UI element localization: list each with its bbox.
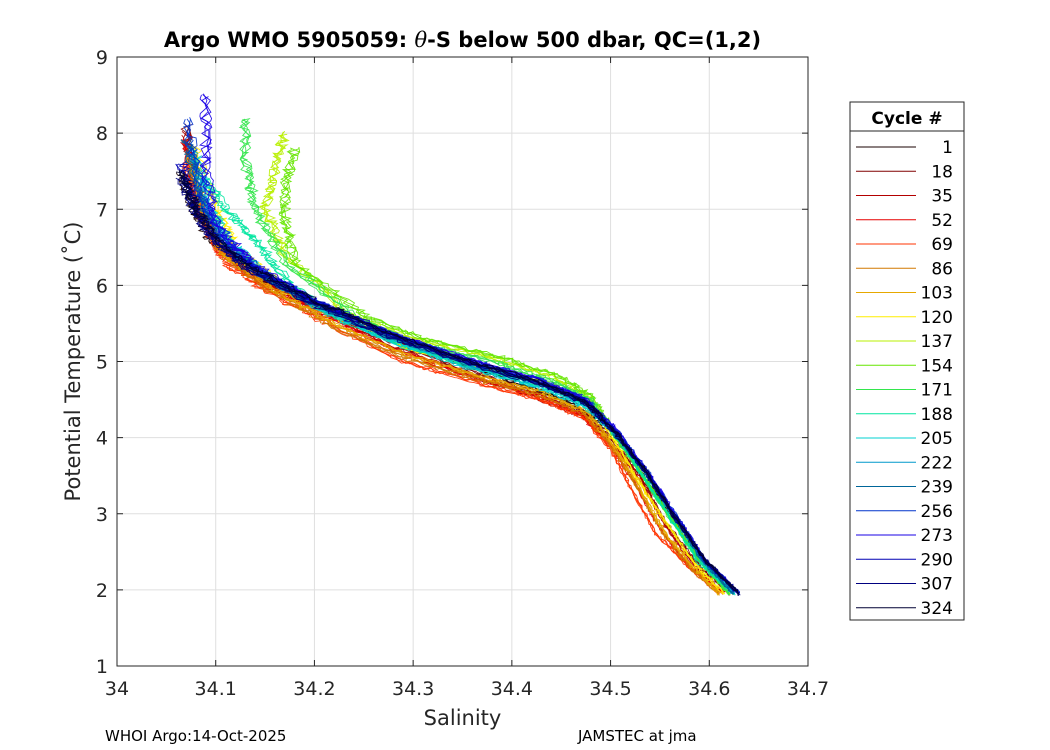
legend-label-188: 188 bbox=[921, 405, 953, 425]
legend-label-18: 18 bbox=[931, 162, 953, 182]
legend-label-256: 256 bbox=[921, 502, 953, 522]
chart-title-part: θ bbox=[414, 28, 427, 52]
series-group bbox=[175, 93, 741, 596]
x-tick-label: 34 bbox=[105, 678, 129, 700]
x-tick-label: 34.2 bbox=[293, 678, 335, 700]
legend-label-103: 103 bbox=[921, 284, 953, 304]
y-tick-label: 2 bbox=[96, 580, 108, 602]
legend-title: Cycle # bbox=[871, 109, 942, 129]
series-line-cycle-171 bbox=[239, 118, 729, 594]
x-tick-label: 34.1 bbox=[195, 678, 237, 700]
series-line-cycle-69 bbox=[182, 161, 721, 595]
series-line-cycle-103 bbox=[185, 156, 720, 595]
legend-box bbox=[849, 101, 965, 621]
y-tick-label: 5 bbox=[96, 352, 108, 374]
chart-title-part: -S below 500 dbar, QC=(1,2) bbox=[427, 28, 761, 52]
chart-title-part: Argo WMO 5905059: bbox=[164, 28, 415, 52]
x-axis-label: Salinity bbox=[424, 706, 502, 730]
legend-label-120: 120 bbox=[921, 308, 953, 328]
legend-label-52: 52 bbox=[931, 211, 953, 231]
legend-label-137: 137 bbox=[921, 332, 953, 352]
x-tick-label: 34.4 bbox=[491, 678, 533, 700]
legend-label-307: 307 bbox=[921, 575, 953, 595]
y-axis-label: Potential Temperature (˚C) bbox=[61, 222, 85, 502]
legend-label-154: 154 bbox=[921, 356, 953, 376]
legend-label-239: 239 bbox=[921, 478, 953, 498]
footer-right-credit: JAMSTEC at jma bbox=[578, 727, 697, 745]
legend-label-171: 171 bbox=[921, 381, 953, 401]
series-line-cycle-188 bbox=[202, 178, 734, 596]
legend-label-35: 35 bbox=[931, 187, 953, 207]
legend: Cycle #1 18 35 52 69 86 103 120 137 154 171 188 205 2… bbox=[849, 101, 965, 621]
legend-label-1: 1 bbox=[942, 138, 953, 158]
series-line-cycle-171 bbox=[238, 118, 729, 596]
legend-label-324: 324 bbox=[921, 599, 953, 619]
x-tick-label: 34.3 bbox=[392, 678, 434, 700]
y-tick-label: 9 bbox=[96, 47, 108, 69]
legend-label-290: 290 bbox=[921, 550, 953, 570]
legend-label-205: 205 bbox=[921, 429, 953, 449]
y-tick-label: 8 bbox=[96, 123, 108, 145]
x-tick-label: 34.7 bbox=[787, 678, 829, 700]
legend-label-69: 69 bbox=[931, 235, 953, 255]
plot-area: 34 34.1 34.2 34.3 34.4 34.5 34.6 34.7123456789A… bbox=[61, 28, 829, 730]
footer-left-credit: WHOI Argo:14-Oct-2025 bbox=[105, 727, 287, 745]
legend-label-86: 86 bbox=[931, 259, 953, 279]
y-tick-label: 6 bbox=[96, 275, 108, 297]
legend-label-222: 222 bbox=[921, 453, 953, 473]
y-tick-label: 3 bbox=[96, 504, 108, 526]
x-tick-label: 34.5 bbox=[589, 678, 631, 700]
x-tick-label: 34.6 bbox=[688, 678, 730, 700]
chart-title: Argo WMO 5905059: θ-S below 500 dbar, QC… bbox=[164, 28, 761, 52]
series-line-cycle-324 bbox=[176, 171, 739, 596]
legend-label-273: 273 bbox=[921, 526, 953, 546]
y-tick-label: 7 bbox=[96, 199, 108, 221]
y-tick-label: 1 bbox=[96, 656, 108, 678]
y-tick-label: 4 bbox=[96, 428, 108, 450]
